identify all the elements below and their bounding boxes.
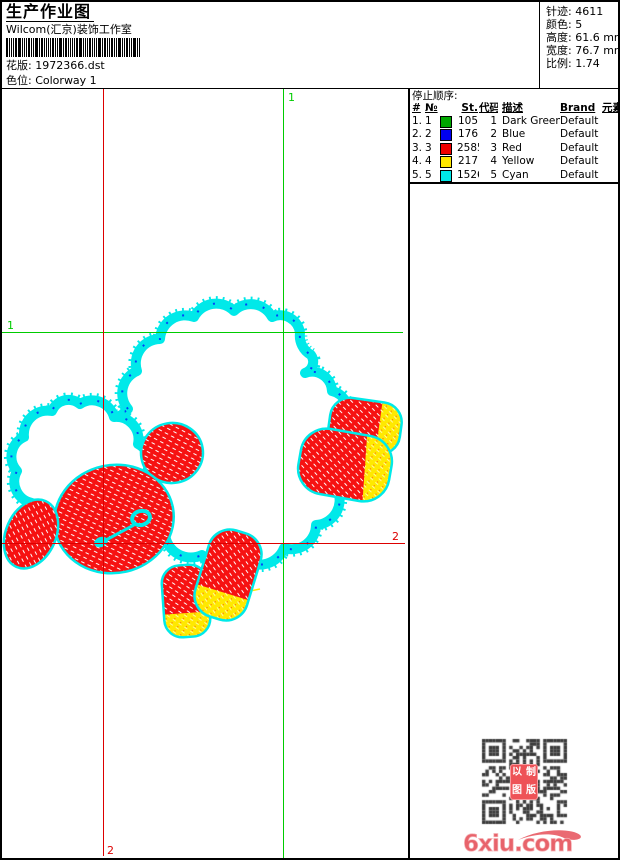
stat-height: 高度: 61.6 mm: [546, 31, 620, 44]
row-code: 4: [490, 155, 497, 168]
seal-char: 制: [526, 767, 536, 778]
col-header-no: №: [425, 102, 438, 114]
end-label-right: 2: [392, 530, 399, 543]
row-element: [602, 155, 618, 168]
row-code: 5: [490, 168, 497, 181]
front-arm: [2, 498, 60, 570]
design-file-line: 花版: 1972366.dst: [6, 59, 537, 72]
front-leg-right: [189, 528, 263, 626]
row-element: [602, 169, 618, 182]
col-header-brand: Brand: [560, 102, 596, 114]
row-no: 4: [425, 155, 432, 168]
header: 生产作业图 Wilcom(汇京)装饰工作室 花版: 1972366.dst 色位…: [2, 2, 618, 89]
stat-stitches: 针迹: 4611: [546, 5, 604, 18]
start-label-top: 1: [288, 91, 295, 104]
col-header-desc: 描述: [502, 102, 523, 114]
col-header-element: 元素: [602, 102, 618, 114]
row-element: [602, 142, 618, 155]
thread-swatch: [440, 116, 452, 128]
qr-block: 以 制 图 版: [481, 737, 568, 827]
logo-swoosh: [518, 830, 581, 840]
row-desc: Red: [502, 141, 522, 154]
row-brand: Default: [560, 168, 599, 181]
col-header-swatch: [440, 102, 457, 115]
row-no: 1: [425, 115, 432, 127]
row-stitches: 217: [457, 155, 478, 168]
design-canvas: 1 1 2 2: [2, 89, 408, 858]
row-code: 2: [490, 128, 497, 141]
ear: [139, 421, 205, 485]
stat-scale: 比例: 1.74: [546, 57, 600, 70]
page-title: 生产作业图: [6, 3, 95, 22]
thread-swatch: [440, 169, 452, 182]
barcode: [6, 38, 537, 57]
thread-swatch: [440, 129, 452, 142]
seal-char: 版: [526, 785, 536, 796]
row-stitches: 105: [457, 115, 478, 127]
eye-stitch: [130, 508, 152, 528]
row-stitches: 2585: [457, 141, 479, 154]
seal-char: 以: [512, 767, 522, 778]
row-brand: Default: [560, 115, 599, 127]
mouth-knot: [94, 536, 108, 548]
row-brand: Default: [560, 128, 599, 141]
col-header-st: St.: [461, 102, 478, 114]
row-seq: 5.: [412, 168, 423, 181]
row-desc: Blue: [502, 128, 526, 141]
col-header-num: #: [412, 102, 421, 114]
stat-width: 宽度: 76.7 mm: [546, 44, 620, 57]
col-header-code: 代码: [479, 102, 498, 114]
logo-6xiu: 6xiu.com: [463, 830, 581, 857]
row-code: 3: [490, 141, 497, 154]
end-label-bottom: 2: [107, 844, 114, 857]
sheep-embroidery-design: 1 1 2 2: [2, 89, 405, 858]
row-element: [602, 128, 618, 141]
design-file-label: 花版:: [6, 59, 32, 72]
hind-leg-lower: [296, 427, 396, 504]
row-desc: Cyan: [502, 168, 529, 181]
row-element: [602, 115, 618, 128]
row-no: 3: [425, 141, 432, 154]
guide-lines: [2, 89, 405, 858]
row-code: 1: [490, 115, 497, 127]
color-table-title: 停止顺序:: [412, 90, 458, 102]
colorway-line: 色位: Colorway 1: [6, 74, 537, 87]
row-brand: Default: [560, 155, 599, 168]
mouth-stitch: [105, 523, 135, 542]
studio-name: Wilcom(汇京)装饰工作室: [6, 23, 132, 36]
right-panel: 停止顺序: # № St. 代码 描述 Brand 元素 1. 1 105 1 …: [408, 89, 618, 858]
color-sequence-table: 停止顺序: # № St. 代码 描述 Brand 元素 1. 1 105 1 …: [410, 89, 618, 184]
seal-stamp: 以 制 图 版: [510, 764, 538, 800]
seal-char: 图: [512, 785, 522, 796]
thread-swatch: [440, 142, 452, 155]
start-label-left: 1: [7, 319, 14, 332]
row-no: 2: [425, 128, 432, 141]
design-file-value: 1972366.dst: [35, 59, 105, 72]
stat-colors: 颜色: 5: [546, 18, 583, 31]
colorway-label: 色位:: [6, 74, 32, 87]
thread-swatch: [440, 156, 452, 169]
row-desc: Dark Green: [502, 115, 560, 127]
row-seq: 3.: [412, 141, 423, 154]
design-stats: 针迹: 4611 颜色: 5 高度: 61.6 mm 宽度: 76.7 mm 比…: [539, 2, 620, 88]
row-seq: 1.: [412, 115, 423, 127]
row-stitches: 1526: [457, 168, 479, 181]
color-table-grid: # № St. 代码 描述 Brand 元素 1. 1 105 1 Dark G…: [410, 102, 618, 182]
row-seq: 2.: [412, 128, 423, 141]
header-left: 生产作业图 Wilcom(汇京)装饰工作室 花版: 1972366.dst 色位…: [2, 2, 537, 88]
row-seq: 4.: [412, 155, 423, 168]
logo-text: 6xiu.com: [463, 831, 572, 857]
row-brand: Default: [560, 141, 599, 154]
row-no: 5: [425, 168, 432, 181]
row-desc: Yellow: [502, 155, 535, 168]
colorway-value: Colorway 1: [35, 74, 97, 87]
row-stitches: 176: [457, 128, 478, 141]
